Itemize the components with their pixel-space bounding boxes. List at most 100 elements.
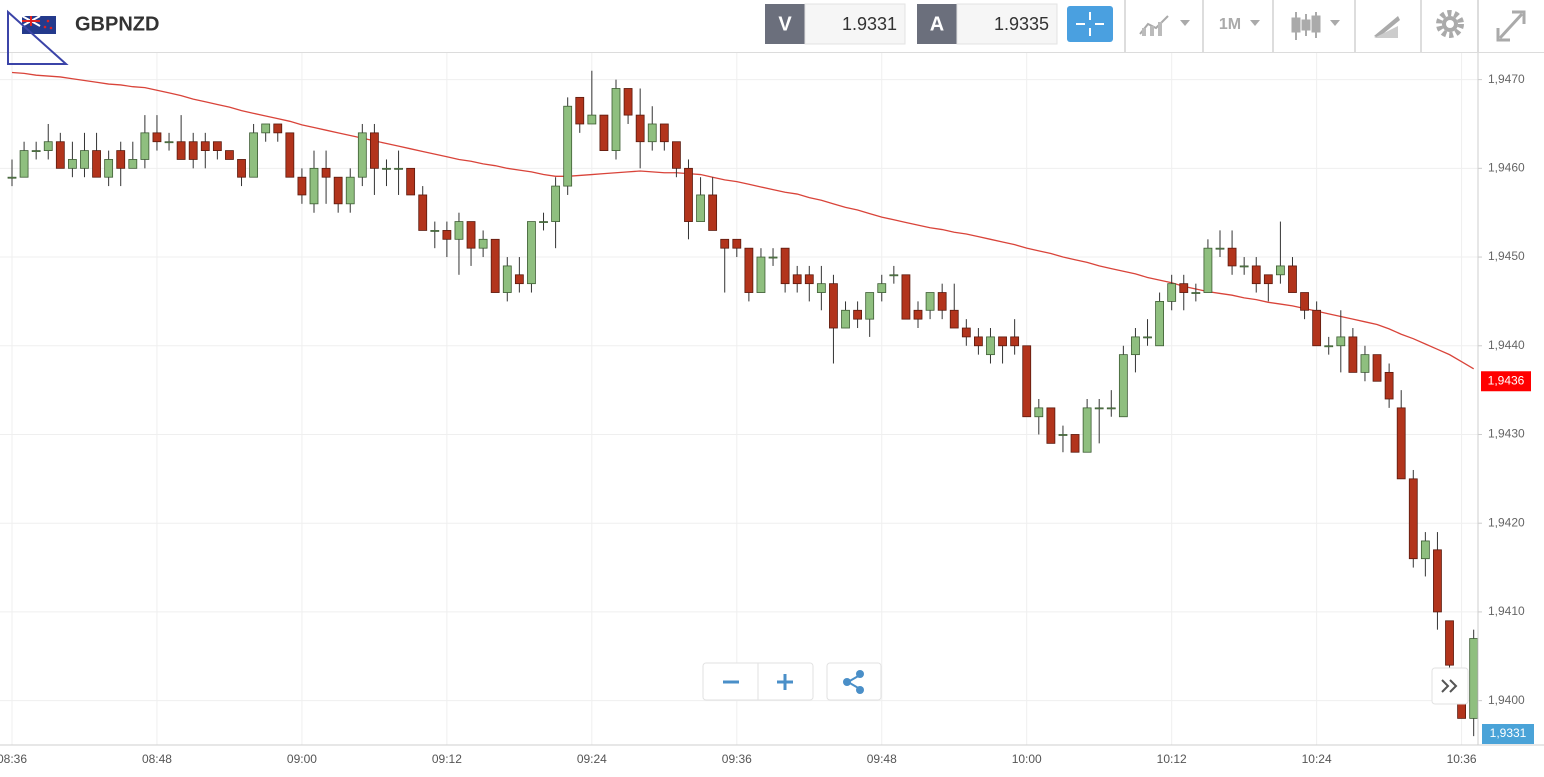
timeframe-button[interactable]: 1M [1219,16,1260,33]
candle-body [333,176,343,205]
candle [901,274,911,320]
share-button[interactable] [826,662,882,701]
candle-body [1420,540,1430,560]
x-tick-label: 10:12 [1157,752,1187,766]
candle-body [1131,336,1140,356]
candle [1094,399,1104,444]
candle [1106,390,1116,417]
candle [309,150,319,213]
candle [1058,425,1068,453]
sell-button[interactable] [765,4,805,44]
candle-body [829,283,838,329]
x-tick-label: 09:24 [577,752,607,766]
candle-body [974,336,983,347]
candle [225,150,234,160]
candle-body [611,88,621,151]
candle-body [466,221,476,249]
candle [889,265,899,284]
candle [1445,620,1454,675]
candle-body [225,150,234,160]
candle [1469,629,1479,737]
candle [1288,257,1297,293]
candle-body [1082,407,1092,453]
candle [369,123,379,195]
scroll-end-button[interactable] [1431,667,1469,705]
candle [394,150,403,195]
zoom-in-button[interactable] [777,674,793,690]
candle [1263,274,1273,302]
drawing-tools-button[interactable] [1374,16,1400,38]
candle [116,141,126,187]
candle [829,274,838,364]
candle-body [949,309,959,329]
candle [7,159,17,187]
candle [1131,328,1140,373]
candle [539,212,548,231]
x-tick-label: 08:36 [0,752,27,766]
moving-average-line [11,71,1475,370]
candle-body [1396,407,1406,480]
candle [1155,292,1164,347]
candle [1215,230,1225,258]
candle [672,141,681,178]
chart-type-button[interactable] [1291,12,1340,40]
y-tick-label: 1,9470 [1488,72,1525,86]
candle-body [1034,407,1044,418]
candle [1191,283,1201,302]
candle [768,248,778,266]
candle [1420,532,1430,577]
x-tick-label: 09:12 [432,752,462,766]
indicator-button[interactable] [1139,15,1190,36]
candle [333,176,343,213]
candle-body [780,247,790,285]
sell-label: V [778,13,792,35]
candle [635,88,645,169]
drawing-triangle[interactable] [7,9,69,65]
crosshair-icon [1076,12,1104,36]
candle [466,221,476,266]
candle [490,238,500,293]
candle-body [309,167,319,205]
candle-body [792,274,802,285]
candle-body [92,150,101,178]
candle [611,79,621,160]
candle [382,159,391,187]
candle-body [285,132,295,178]
candle-body [104,159,114,178]
x-tick-label: 09:48 [867,752,897,766]
buy-button[interactable] [917,4,957,44]
buy-price-box[interactable] [956,3,1058,45]
candle [1167,274,1177,311]
plot-layer: 1,9400 1,9410 1,9420 1,9430 1,9440 1,9450 1,94… [0,53,1534,766]
candle [140,115,150,169]
candle [684,159,693,240]
candle [1203,239,1213,293]
candle [986,328,995,364]
candle [442,221,452,258]
candle [1396,390,1406,480]
candle-body [1070,434,1080,453]
candle [1022,345,1032,418]
crosshair-button[interactable] [1067,6,1113,42]
candle-body [635,114,645,143]
settings-button[interactable] [1436,10,1464,38]
candle-body [357,132,367,178]
x-tick-label: 09:00 [287,752,317,766]
candle [563,97,573,195]
candle-body [901,274,911,320]
candle [273,123,283,142]
sell-price: 1.9331 [842,14,897,34]
candle [1251,257,1261,293]
candle [430,221,440,249]
candle [780,247,790,293]
sell-price-box[interactable] [804,3,906,45]
candle-body [1118,354,1128,418]
candle [1360,345,1370,382]
candle [1227,230,1237,275]
candle [587,70,597,125]
candle [925,292,935,320]
candle-body [756,256,766,293]
fullscreen-button[interactable] [1496,10,1526,42]
candle-body [1022,345,1032,418]
